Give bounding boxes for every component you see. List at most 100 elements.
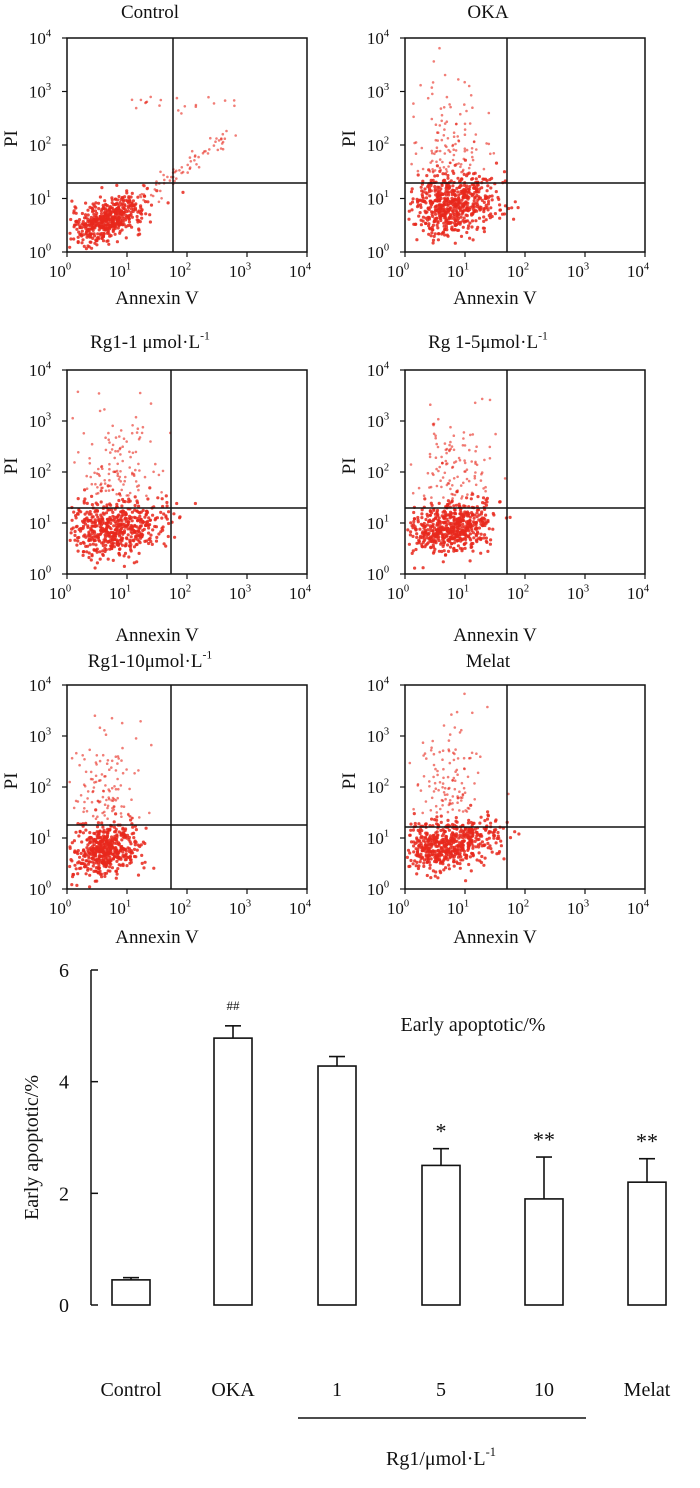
cell-event xyxy=(444,218,448,222)
cell-event xyxy=(457,836,461,840)
cell-event xyxy=(131,451,135,455)
cell-event xyxy=(96,222,100,226)
cell-event xyxy=(95,513,99,517)
cell-event xyxy=(180,166,184,169)
cell-event xyxy=(457,524,461,528)
cell-event xyxy=(409,521,413,525)
cell-event xyxy=(89,770,93,774)
cell-event xyxy=(428,866,432,870)
scatter-dots xyxy=(68,714,156,889)
cell-event xyxy=(109,451,112,454)
cell-event xyxy=(458,731,462,734)
cell-event xyxy=(468,839,472,843)
cell-event xyxy=(93,471,96,475)
cell-event xyxy=(107,532,111,537)
cell-event xyxy=(457,139,461,143)
cell-event xyxy=(477,526,482,530)
cell-event xyxy=(428,518,432,522)
cell-event xyxy=(469,433,472,437)
cell-event xyxy=(73,538,77,542)
cell-event xyxy=(115,515,119,520)
cell-event xyxy=(453,845,457,850)
cell-event xyxy=(94,817,98,821)
cell-event xyxy=(498,500,502,504)
cell-event xyxy=(97,538,101,542)
cell-event xyxy=(490,850,494,854)
cell-event xyxy=(440,485,443,489)
cell-event xyxy=(474,471,477,474)
cell-event xyxy=(101,206,105,210)
cell-event xyxy=(502,857,506,861)
cell-event xyxy=(125,833,130,838)
cell-event xyxy=(96,799,100,803)
cell-event xyxy=(148,220,152,224)
cell-event xyxy=(484,536,488,540)
cell-event xyxy=(480,854,484,859)
cell-event xyxy=(124,198,129,202)
cell-event xyxy=(435,528,439,532)
cell-event xyxy=(500,212,505,216)
cell-event xyxy=(453,726,457,729)
cell-event xyxy=(454,142,457,146)
cell-event xyxy=(424,196,429,200)
cell-event xyxy=(472,536,476,540)
cell-event xyxy=(451,779,454,782)
cell-event xyxy=(83,865,87,869)
cell-event xyxy=(135,848,139,852)
cell-event xyxy=(167,510,171,514)
cell-event xyxy=(489,206,493,210)
cell-event xyxy=(497,851,501,855)
cell-event xyxy=(103,775,106,778)
cell-event xyxy=(507,206,511,211)
cell-event xyxy=(136,427,140,431)
cell-event xyxy=(427,226,432,230)
cell-event xyxy=(439,187,443,191)
cell-event xyxy=(139,843,143,847)
cell-event xyxy=(117,204,121,208)
cell-event xyxy=(101,795,105,799)
cell-event xyxy=(456,544,460,548)
cell-event xyxy=(104,218,108,222)
cell-event xyxy=(462,216,466,220)
cell-event xyxy=(435,510,439,514)
cell-event xyxy=(482,536,486,540)
cell-event xyxy=(164,494,168,498)
cell-event xyxy=(77,834,81,838)
cell-event xyxy=(175,177,178,180)
cell-event xyxy=(124,852,128,856)
cell-event xyxy=(435,484,439,488)
cell-event xyxy=(468,163,472,167)
cell-event xyxy=(461,525,465,529)
cell-event xyxy=(112,855,116,859)
cell-event xyxy=(101,549,105,553)
cell-event xyxy=(476,838,480,842)
cell-event xyxy=(481,524,485,528)
cell-event xyxy=(447,216,451,220)
cell-event xyxy=(132,836,136,840)
cell-event xyxy=(474,449,477,453)
cell-event xyxy=(451,211,455,215)
cell-event xyxy=(427,852,431,856)
cell-event xyxy=(84,231,88,235)
cell-event xyxy=(110,766,113,769)
cell-event xyxy=(479,532,483,536)
cell-event xyxy=(437,232,441,236)
cell-event xyxy=(452,547,456,551)
cell-event xyxy=(443,786,447,790)
cell-event xyxy=(471,158,475,162)
cell-event xyxy=(114,470,117,474)
cell-event xyxy=(417,538,421,542)
cell-event xyxy=(129,860,133,864)
cell-event xyxy=(188,167,192,171)
cell-event xyxy=(428,524,432,528)
cell-event xyxy=(125,523,129,528)
cell-event xyxy=(101,753,105,757)
cell-event xyxy=(134,468,137,472)
cell-event xyxy=(444,223,448,227)
cell-event xyxy=(121,513,125,517)
cell-event xyxy=(473,477,477,480)
cell-event xyxy=(451,836,455,840)
cell-event xyxy=(74,514,78,518)
cell-event xyxy=(442,134,446,137)
